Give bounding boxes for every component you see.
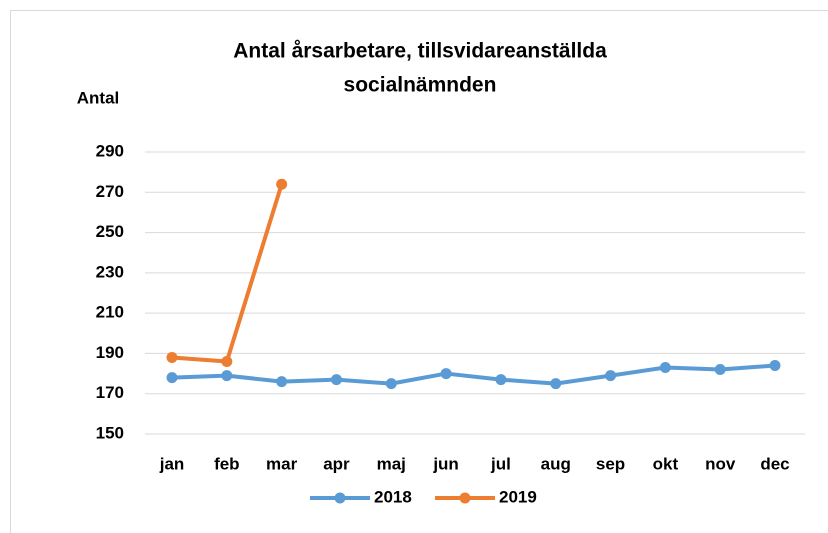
x-tick-label: okt: [653, 454, 679, 473]
y-tick-label: 290: [96, 141, 124, 160]
x-tick-label: jun: [432, 454, 459, 473]
data-point: [495, 374, 507, 386]
y-tick-label: 230: [96, 262, 124, 281]
x-tick-label: maj: [377, 454, 406, 473]
x-tick-label: mar: [266, 454, 298, 473]
legend-label: 2018: [374, 487, 412, 506]
y-tick-label: 270: [96, 182, 124, 201]
legend-label: 2019: [499, 487, 537, 506]
x-tick-label: jul: [490, 454, 511, 473]
data-point: [605, 370, 617, 382]
data-point: [221, 370, 233, 382]
y-tick-label: 210: [96, 303, 124, 322]
data-point: [385, 378, 397, 390]
y-tick-label: 150: [96, 423, 124, 442]
x-tick-label: nov: [705, 454, 736, 473]
data-point: [166, 372, 178, 384]
x-tick-label: sep: [596, 454, 625, 473]
x-tick-label: apr: [323, 454, 350, 473]
data-point: [276, 178, 288, 190]
data-point: [714, 364, 726, 376]
legend-marker: [334, 492, 346, 504]
data-point: [276, 376, 288, 388]
legend-marker: [459, 492, 471, 504]
y-tick-label: 170: [96, 383, 124, 402]
x-tick-label: jan: [159, 454, 185, 473]
data-point: [330, 374, 342, 386]
data-point: [769, 360, 781, 372]
x-tick-label: aug: [541, 454, 571, 473]
y-tick-label: 190: [96, 343, 124, 362]
y-tick-label: 250: [96, 222, 124, 241]
x-tick-label: feb: [214, 454, 240, 473]
series-line: [171, 363, 776, 386]
chart-title: socialnämnden: [344, 74, 497, 97]
x-tick-label: dec: [760, 454, 789, 473]
data-point: [166, 351, 178, 363]
data-point: [440, 368, 452, 380]
data-point: [659, 362, 671, 374]
chart-title: Antal årsarbetare, tillsvidareanställda: [233, 40, 607, 63]
data-point: [550, 378, 562, 390]
chart-frame: [10, 10, 828, 533]
y-axis-label: Antal: [77, 88, 120, 107]
data-point: [221, 355, 233, 367]
